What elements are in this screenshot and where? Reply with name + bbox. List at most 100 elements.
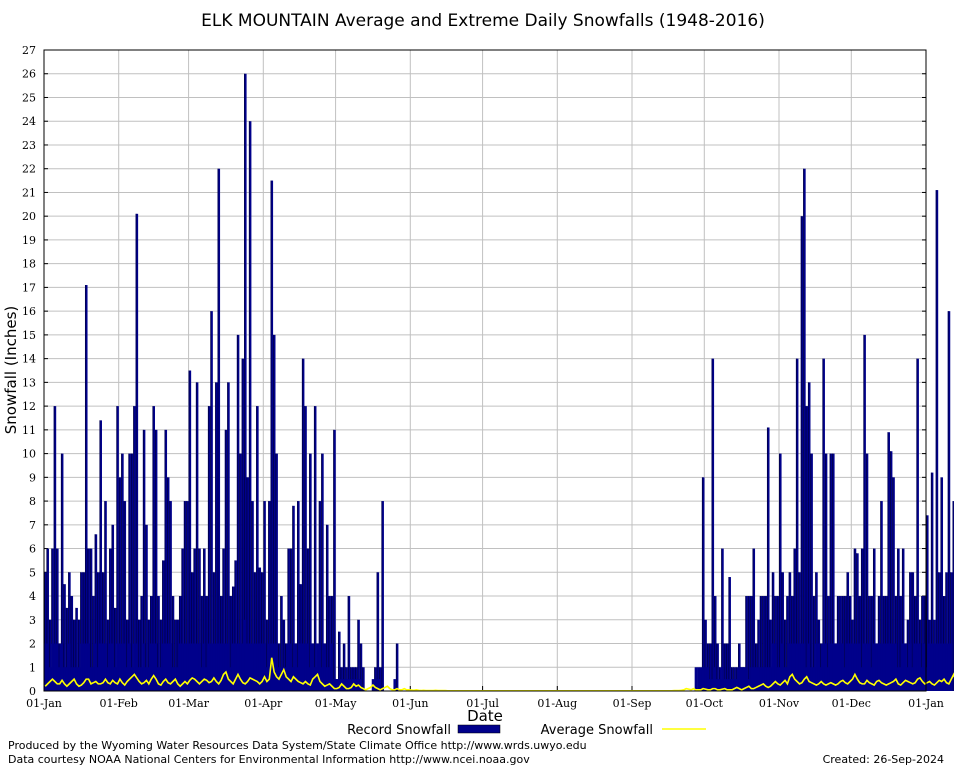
footer-data-courtesy: Data courtesy NOAA National Centers for … <box>8 753 530 766</box>
record-bar <box>723 643 727 691</box>
record-bar <box>260 572 264 691</box>
record-bar-base <box>207 643 211 691</box>
record-bar-base <box>166 643 170 691</box>
record-bar <box>844 596 847 691</box>
record-bar-base <box>853 643 857 691</box>
record-bar <box>911 572 915 691</box>
record-bar <box>347 596 351 691</box>
x-tick-label: 01-Mar <box>168 697 210 710</box>
record-bar <box>77 619 81 691</box>
record-bar <box>104 501 107 691</box>
record-bar <box>909 572 912 691</box>
record-bar-base <box>798 643 801 691</box>
record-bar <box>306 548 310 691</box>
record-bar <box>321 453 324 691</box>
record-bar <box>164 429 168 691</box>
record-bar <box>282 619 286 691</box>
record-bar-base <box>803 643 806 691</box>
record-bar-base <box>265 667 269 691</box>
record-bar-base <box>829 643 833 691</box>
y-tick-label: 8 <box>29 495 36 508</box>
record-bar-base <box>865 643 869 691</box>
record-bar-base <box>897 667 900 691</box>
record-bar <box>921 596 924 691</box>
record-bar <box>803 168 806 691</box>
footer-produced-by: Produced by the Wyoming Water Resources … <box>8 739 587 752</box>
record-bar-base <box>188 643 192 691</box>
record-bar <box>256 406 259 691</box>
y-tick-label: 22 <box>22 163 36 176</box>
record-bar-base <box>858 643 862 691</box>
record-bar-base <box>92 667 95 691</box>
record-bar-base <box>99 643 103 691</box>
legend: Record Snowfall Average Snowfall <box>347 723 706 738</box>
record-bar <box>747 596 751 691</box>
record-bar-base <box>745 667 748 691</box>
record-bar-base <box>135 643 139 691</box>
record-bar-base <box>241 643 245 691</box>
record-bar-base <box>766 667 770 691</box>
y-tick-label: 6 <box>29 543 36 556</box>
record-bar <box>872 548 876 691</box>
record-bar <box>191 572 194 691</box>
record-bar <box>832 453 835 691</box>
y-tick-label: 19 <box>22 234 36 247</box>
record-bar-base <box>48 667 52 691</box>
record-bar-base <box>186 643 189 691</box>
record-bar-base <box>338 679 341 691</box>
record-bar-base <box>311 643 315 691</box>
record-bar <box>359 643 363 691</box>
record-bar-base <box>913 643 917 691</box>
record-bar <box>80 572 83 691</box>
record-bar <box>805 406 809 691</box>
record-bar-base <box>195 643 199 691</box>
record-bar-base <box>325 667 329 691</box>
y-tick-label: 5 <box>29 566 36 579</box>
record-bar-base <box>109 643 112 691</box>
record-bar <box>99 420 102 691</box>
record-bar <box>810 453 813 691</box>
record-bar-base <box>176 667 180 691</box>
record-bar <box>892 477 895 691</box>
record-bar-base <box>725 679 729 691</box>
record-bar <box>251 501 254 691</box>
record-bar-base <box>824 643 828 691</box>
record-bar <box>258 567 262 691</box>
record-bar-base <box>164 643 168 691</box>
record-bar-base <box>740 667 744 691</box>
record-bar <box>829 453 833 691</box>
record-bar-base <box>378 679 382 691</box>
record-bar-base <box>771 643 775 691</box>
record-bar <box>84 285 88 691</box>
record-bar-base <box>292 667 295 691</box>
record-bar-base <box>909 643 912 691</box>
record-bar-base <box>203 643 206 691</box>
record-bar <box>241 358 245 691</box>
record-bar-base <box>94 643 98 691</box>
y-tick-label: 1 <box>29 661 36 674</box>
record-bar <box>229 596 233 691</box>
record-bar-base <box>258 643 262 691</box>
record-bar <box>70 596 74 691</box>
record-bar-base <box>219 643 223 691</box>
record-bar-base <box>68 643 71 691</box>
record-bar <box>897 548 900 691</box>
record-bar <box>244 73 247 692</box>
record-bar <box>771 572 775 691</box>
record-bar <box>701 477 705 691</box>
record-bar <box>121 453 124 691</box>
record-bar-base <box>193 643 197 691</box>
record-bar-base <box>212 643 216 691</box>
record-bar <box>133 406 136 691</box>
record-bar-base <box>885 643 888 691</box>
record-bar-base <box>345 679 348 691</box>
record-bar-base <box>759 667 763 691</box>
record-bar-base <box>162 643 165 691</box>
record-bar-base <box>236 643 240 691</box>
record-bar <box>745 596 748 691</box>
record-bar <box>779 453 782 691</box>
record-bar-base <box>251 643 254 691</box>
record-bar-base <box>87 643 90 691</box>
record-bar-base <box>906 667 910 691</box>
record-bar <box>166 477 170 691</box>
